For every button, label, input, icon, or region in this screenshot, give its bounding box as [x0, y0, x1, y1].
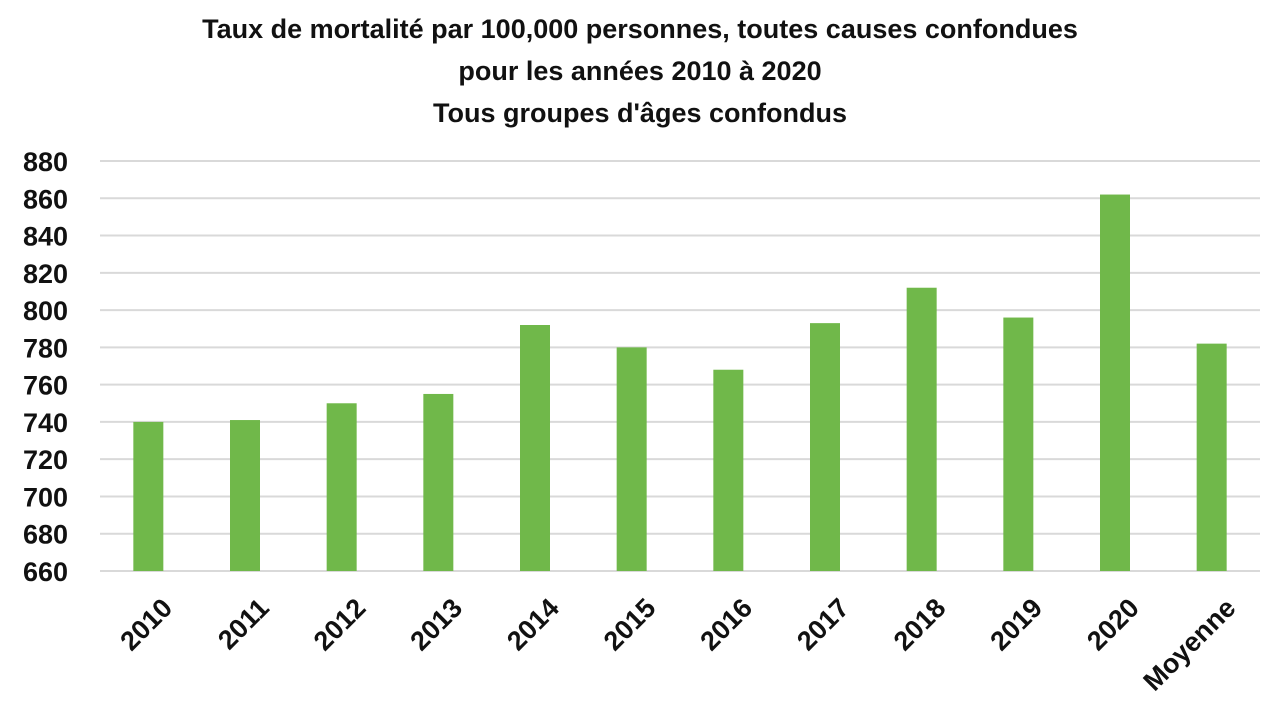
y-tick-label: 700: [23, 482, 68, 512]
chart-title: Taux de mortalité par 100,000 personnes,…: [0, 8, 1280, 134]
x-tick-label: 2016: [694, 593, 758, 657]
y-tick-label: 720: [23, 445, 68, 475]
bar-2016: [713, 369, 744, 571]
y-tick-label: 840: [23, 222, 68, 252]
x-tick-label: Moyenne: [1138, 593, 1242, 697]
y-tick-label: 860: [23, 184, 68, 214]
x-tick-label: 2015: [598, 593, 662, 657]
chart-title-line-1: Taux de mortalité par 100,000 personnes,…: [202, 14, 1078, 44]
bar-2010: [133, 421, 164, 571]
bar-2019: [1003, 317, 1034, 571]
x-tick-label: 2011: [212, 593, 275, 656]
x-tick-label: 2013: [404, 593, 468, 657]
x-tick-label: 2019: [984, 593, 1048, 657]
x-tick-label: 2010: [114, 593, 178, 657]
y-tick-label: 820: [23, 259, 68, 289]
y-tick-label: 780: [23, 333, 68, 363]
bar-2015: [616, 347, 647, 571]
bar-moyenne: [1196, 343, 1227, 571]
y-tick-label: 740: [23, 408, 68, 438]
bar-2011: [230, 420, 260, 571]
bar-2017: [810, 323, 840, 571]
x-tick-label: 2017: [791, 593, 855, 657]
y-tick-label: 880: [23, 147, 68, 177]
bar-2012: [326, 403, 357, 571]
chart-title-line-3: Tous groupes d'âges confondus: [433, 98, 847, 128]
y-tick-label: 760: [23, 371, 68, 401]
x-tick-label: 2014: [501, 593, 565, 657]
bar-2018: [906, 287, 937, 571]
x-tick-label: 2020: [1081, 593, 1145, 657]
x-tick-label: 2012: [308, 593, 372, 657]
bar-2013: [423, 393, 454, 571]
y-tick-label: 660: [23, 557, 68, 587]
chart-title-line-2: pour les années 2010 à 2020: [458, 56, 822, 86]
y-tick-label: 680: [23, 520, 68, 550]
bar-2014: [520, 325, 550, 571]
bar-2020: [1100, 194, 1130, 571]
x-tick-label: 2018: [888, 593, 952, 657]
y-tick-label: 800: [23, 296, 68, 326]
